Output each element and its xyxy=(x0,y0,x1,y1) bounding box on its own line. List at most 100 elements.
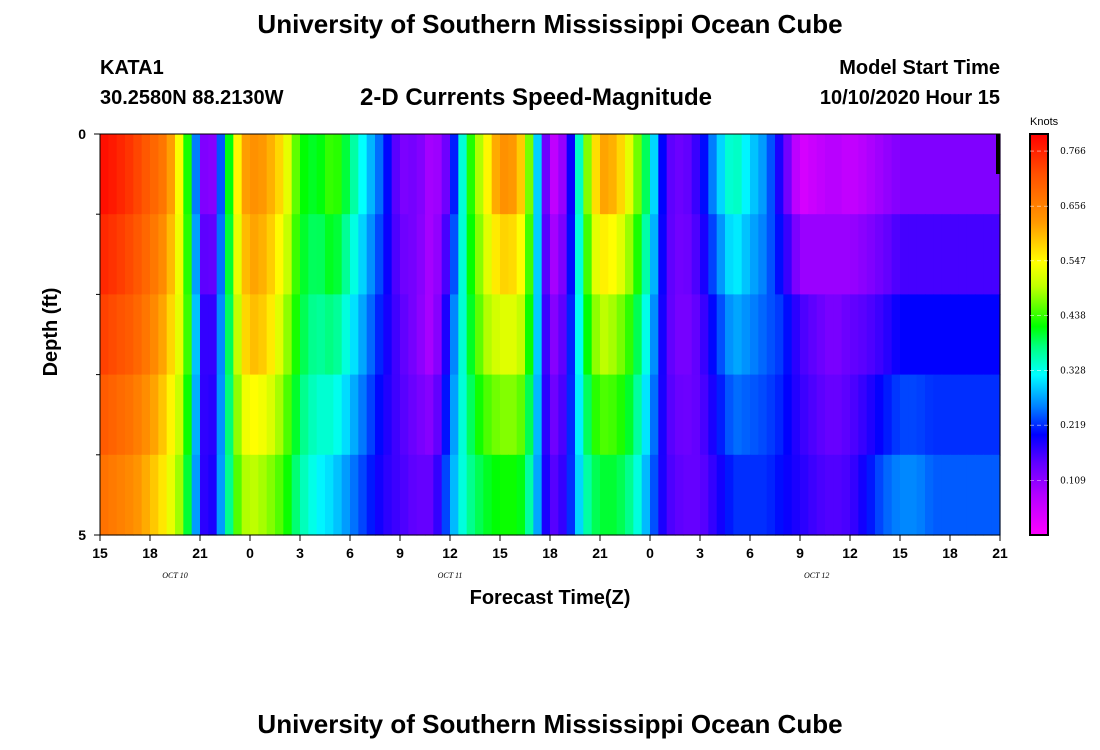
heatmap-cell xyxy=(550,374,559,456)
heatmap-cell xyxy=(458,134,468,215)
heatmap-cell xyxy=(925,454,934,536)
heatmap-cell xyxy=(916,134,926,215)
colorbar-tick-label: 0.438 xyxy=(1060,311,1086,321)
heatmap-cell xyxy=(266,134,276,215)
colorbar-tick-label: 0.656 xyxy=(1060,202,1086,212)
heatmap-cell xyxy=(100,294,109,376)
heatmap-cell xyxy=(658,134,668,215)
heatmap-cell xyxy=(941,214,951,295)
heatmap-cell xyxy=(408,454,418,536)
heatmap-cell xyxy=(783,374,793,456)
heatmap-cell xyxy=(816,454,826,536)
x-tick-label: 0 xyxy=(646,545,654,561)
heatmap-cell xyxy=(350,454,359,536)
heatmap-cell xyxy=(666,294,676,376)
heatmap-cell xyxy=(875,374,884,456)
heatmap-cell xyxy=(925,294,934,376)
heatmap-cell xyxy=(191,374,201,456)
heatmap-cell xyxy=(433,294,443,376)
heatmap-cell xyxy=(950,214,959,295)
heatmap-cell xyxy=(500,134,509,215)
heatmap-cell xyxy=(916,454,926,536)
heatmap-cell xyxy=(450,134,459,215)
heatmap-cell xyxy=(841,454,851,536)
heatmap-cell xyxy=(558,374,568,456)
heatmap-cell xyxy=(408,294,418,376)
heatmap-cell xyxy=(800,454,809,536)
heatmap-cell xyxy=(241,134,251,215)
heatmap-cell xyxy=(933,134,943,215)
heatmap-cell xyxy=(858,134,868,215)
heatmap-cell xyxy=(358,294,368,376)
heatmap-cell xyxy=(800,374,809,456)
heatmap-cell xyxy=(691,294,701,376)
heatmap-cell xyxy=(575,454,584,536)
heatmap-cell xyxy=(783,134,793,215)
heatmap-cell xyxy=(691,214,701,295)
heatmap-cell xyxy=(233,134,243,215)
heatmap-cell xyxy=(375,454,384,536)
heatmap-cell xyxy=(983,134,993,215)
heatmap-cell xyxy=(916,214,926,295)
heatmap-cell xyxy=(500,294,509,376)
heatmap-cell xyxy=(366,374,376,456)
heatmap-cell xyxy=(783,214,793,295)
x-tick-label: 3 xyxy=(296,545,304,561)
heatmap-cell xyxy=(858,374,868,456)
heatmap-cell xyxy=(733,294,743,376)
heatmap-cell xyxy=(125,454,134,536)
heatmap-cell xyxy=(700,374,709,456)
heatmap-cell xyxy=(975,214,984,295)
heatmap-cell xyxy=(700,294,709,376)
heatmap-cell xyxy=(991,454,1001,536)
heatmap-cell xyxy=(358,374,368,456)
heatmap-cell xyxy=(500,374,509,456)
heatmap-cell xyxy=(325,294,334,376)
model-start-label: Model Start Time xyxy=(839,57,1000,79)
heatmap-cell xyxy=(866,454,876,536)
heatmap-cell xyxy=(841,294,851,376)
heatmap-cell xyxy=(700,134,709,215)
heatmap-cell xyxy=(525,374,534,456)
heatmap-cell xyxy=(250,374,259,456)
heatmap-cell xyxy=(150,214,159,295)
heatmap-cell xyxy=(183,134,193,215)
heatmap-cell xyxy=(558,214,568,295)
heatmap-cell xyxy=(475,134,484,215)
heatmap-cell xyxy=(608,134,618,215)
heatmap-cell xyxy=(766,214,776,295)
heatmap-cell xyxy=(175,374,184,456)
heatmap-cell xyxy=(441,214,451,295)
heatmap-cell xyxy=(350,214,359,295)
heatmap-cell xyxy=(450,454,459,536)
heatmap-cell xyxy=(708,134,718,215)
heatmap-cell xyxy=(950,294,959,376)
heatmap-cell xyxy=(300,454,309,536)
heatmap-cell xyxy=(425,294,434,376)
heatmap-cell xyxy=(175,294,184,376)
heatmap-cell xyxy=(408,134,418,215)
heatmap-cell xyxy=(200,454,209,536)
heatmap-cell xyxy=(808,454,818,536)
heatmap-cell xyxy=(725,294,734,376)
x-axis-label: Forecast Time(Z) xyxy=(470,587,631,609)
heatmap-cell xyxy=(725,214,734,295)
heatmap-cell xyxy=(350,374,359,456)
heatmap-cell xyxy=(800,134,809,215)
heatmap-cell xyxy=(608,294,618,376)
heatmap-cell xyxy=(616,374,626,456)
heatmap-cell xyxy=(716,374,726,456)
heatmap-cell xyxy=(858,294,868,376)
heatmap-cell xyxy=(516,214,526,295)
heatmap-cell xyxy=(500,214,509,295)
heatmap-cell xyxy=(300,134,309,215)
x-tick-label: 21 xyxy=(592,545,608,561)
heatmap-cell xyxy=(175,214,184,295)
heatmap-cell xyxy=(758,134,768,215)
heatmap-cell xyxy=(491,294,501,376)
x-tick-label: 18 xyxy=(942,545,958,561)
heatmap-cell xyxy=(258,374,268,456)
heatmap-cell xyxy=(241,294,251,376)
x-tick-label: 21 xyxy=(192,545,208,561)
heatmap-cell xyxy=(583,214,593,295)
